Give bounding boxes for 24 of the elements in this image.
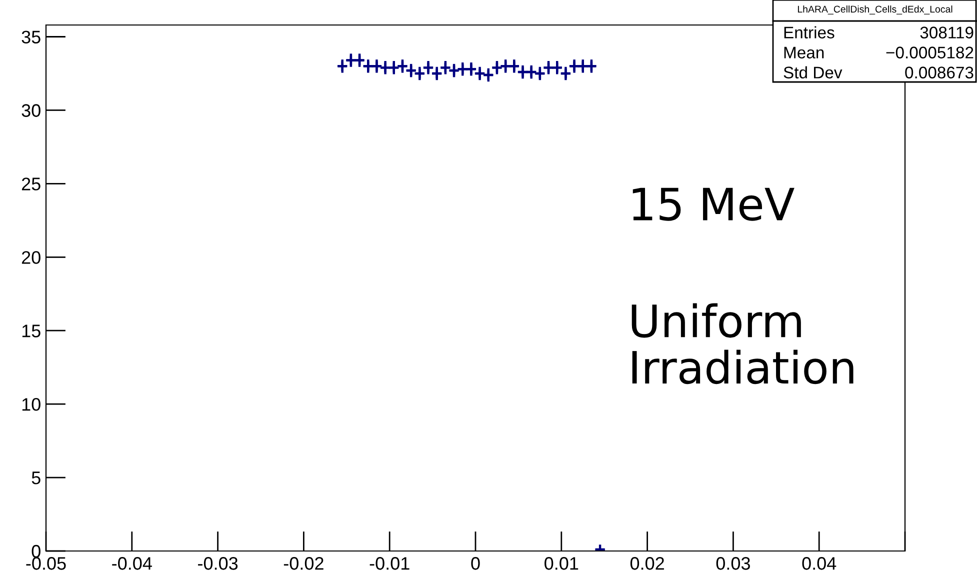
- y-tick-label: 25: [22, 178, 40, 190]
- y-tick-label: 30: [22, 104, 40, 117]
- y-tick-label: 35: [22, 30, 40, 44]
- x-tick-label: -0.01: [370, 557, 410, 570]
- y-tick-label: 5: [32, 472, 40, 484]
- annotation: 15 MeV: [632, 188, 794, 221]
- y-tick-label: 10: [22, 398, 40, 411]
- x-tick-label: 0.04: [802, 557, 836, 570]
- text: LhARA_CellDish_Cells_dEdx_Local: [798, 5, 952, 14]
- x-tick-label: 0.01: [544, 557, 578, 570]
- x-tick-label: 0.03: [716, 557, 750, 570]
- x-tick-label: -0.03: [198, 557, 238, 570]
- x-tick-label: -0.05: [26, 557, 66, 570]
- text: Mean −0.0005182: [784, 46, 974, 58]
- x-tick-label: 0: [471, 557, 480, 570]
- y-tick-label: 0: [32, 544, 40, 558]
- x-tick-label: -0.02: [284, 557, 324, 570]
- y-tick-label: 20: [22, 251, 40, 264]
- text: Std Dev 0.008673: [784, 66, 974, 78]
- text: Entries 308119: [784, 26, 974, 38]
- y-tick-label: 15: [22, 324, 40, 338]
- x-tick-label: 0.02: [630, 557, 664, 570]
- annotation: Uniform Irradiation: [632, 303, 854, 384]
- x-tick-label: -0.04: [112, 557, 152, 570]
